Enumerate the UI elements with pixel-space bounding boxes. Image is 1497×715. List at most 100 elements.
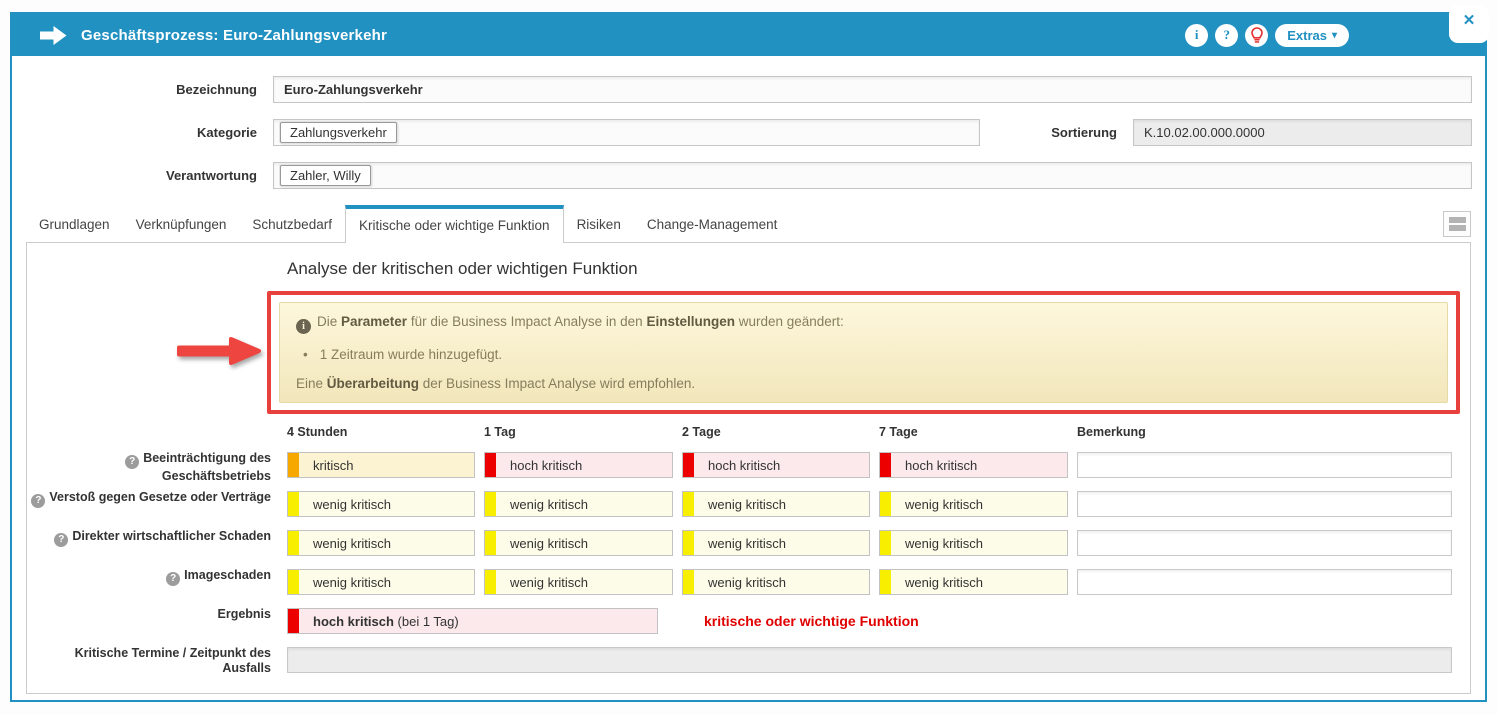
severity-bar	[288, 492, 299, 516]
severity-label: kritisch	[313, 457, 354, 473]
kategorie-label: Kategorie	[197, 125, 257, 140]
severity-label: wenig kritisch	[708, 496, 787, 512]
severity-label: wenig kritisch	[905, 496, 984, 512]
severity-bar	[485, 492, 496, 516]
info-button[interactable]: i	[1185, 23, 1209, 47]
page-title: Geschäftsprozess: Euro-Zahlungsverkehr	[81, 26, 388, 44]
bia-change-notice: i Die Parameter für die Business Impact A…	[279, 302, 1448, 403]
row-label-imageschaden: ? Imageschaden	[27, 568, 287, 595]
sortierung-label: Sortierung	[1051, 125, 1117, 140]
help-icon[interactable]: ?	[31, 493, 46, 508]
bia-cell[interactable]: wenig kritisch	[682, 569, 870, 595]
severity-bar	[880, 492, 891, 516]
severity-label: wenig kritisch	[708, 574, 787, 590]
bia-cell[interactable]: wenig kritisch	[287, 491, 475, 517]
notice-text-bold: Überarbeitung	[326, 376, 420, 391]
row-label-kritische-termine: Kritische Termine / Zeitpunkt des Ausfal…	[74, 646, 271, 675]
tab-schutzbedarf[interactable]: Schutzbedarf	[252, 217, 332, 232]
help-icon[interactable]: ?	[125, 454, 140, 469]
severity-bar	[683, 492, 694, 516]
extras-button[interactable]: Extras ▾	[1275, 23, 1349, 47]
row-label-wirtschaftlich: ? Direkter wirtschaftlicher Schaden	[27, 529, 287, 556]
severity-bar	[485, 453, 496, 477]
tab-grundlagen[interactable]: Grundlagen	[39, 217, 110, 232]
severity-bar	[880, 570, 891, 594]
bia-cell[interactable]: wenig kritisch	[879, 491, 1068, 517]
hint-lightbulb-button[interactable]	[1245, 23, 1269, 47]
severity-bar	[485, 570, 496, 594]
window-titlebar: Geschäftsprozess: Euro-Zahlungsverkehr i…	[12, 5, 1489, 56]
tab-change-management[interactable]: Change-Management	[646, 217, 778, 232]
notice-text: wurden geändert:	[734, 314, 844, 329]
bezeichnung-value: Euro-Zahlungsverkehr	[284, 82, 423, 97]
remark-input-1[interactable]	[1077, 452, 1452, 478]
bia-cell[interactable]: wenig kritisch	[287, 569, 475, 595]
severity-bar	[485, 531, 496, 555]
column-header-2t: 2 Tage	[682, 425, 721, 439]
bia-cell[interactable]: wenig kritisch	[484, 530, 673, 556]
info-icon: i	[296, 319, 311, 334]
remark-input-2[interactable]	[1077, 491, 1452, 517]
remark-input-3[interactable]	[1077, 530, 1452, 556]
bia-cell[interactable]: wenig kritisch	[682, 491, 870, 517]
severity-bar	[288, 531, 299, 555]
bia-table: 4 Stunden 1 Tag 2 Tage 7 Tage Bemerkung …	[27, 423, 1470, 675]
remark-input-4[interactable]	[1077, 569, 1452, 595]
verantwortung-field[interactable]: Zahler, Willy	[273, 162, 1472, 189]
bia-cell[interactable]: wenig kritisch	[287, 530, 475, 556]
sortierung-field[interactable]: K.10.02.00.000.0000	[1133, 119, 1472, 146]
close-button[interactable]: ✕	[1449, 5, 1489, 43]
help-button[interactable]: ?	[1215, 23, 1239, 47]
row-label-text: Beeinträchtigung des Geschäftsbetriebs	[143, 451, 271, 483]
bia-cell[interactable]: hoch kritisch	[682, 452, 870, 478]
bia-cell[interactable]: hoch kritisch	[484, 452, 673, 478]
notice-bullet-text: 1 Zeitraum wurde hinzugefügt.	[319, 347, 503, 362]
corner-spacer	[27, 423, 287, 439]
bia-cell[interactable]: hoch kritisch	[879, 452, 1068, 478]
column-header-4h: 4 Stunden	[287, 425, 348, 439]
bezeichnung-label: Bezeichnung	[176, 82, 257, 97]
bia-cell[interactable]: wenig kritisch	[879, 569, 1068, 595]
bia-cell[interactable]: wenig kritisch	[879, 530, 1068, 556]
help-icon[interactable]: ?	[54, 532, 69, 547]
classification-text: kritische oder wichtige Funktion	[704, 613, 919, 629]
tab-kritische-funktion[interactable]: Kritische oder wichtige Funktion	[344, 205, 564, 243]
annotation-arrow-icon	[174, 334, 264, 373]
bezeichnung-field[interactable]: Euro-Zahlungsverkehr	[273, 76, 1472, 103]
notice-text: Die	[317, 314, 342, 329]
tab-risiken[interactable]: Risiken	[576, 217, 621, 232]
verantwortung-chip[interactable]: Zahler, Willy	[280, 165, 371, 186]
severity-bar	[288, 453, 299, 477]
bia-cell[interactable]: wenig kritisch	[682, 530, 870, 556]
notice-text: Eine	[296, 376, 327, 391]
process-form: Bezeichnung Euro-Zahlungsverkehr Kategor…	[12, 56, 1485, 189]
notice-text-bold: Einstellungen	[646, 314, 735, 329]
layout-toggle-button[interactable]	[1443, 210, 1471, 237]
column-header-7t: 7 Tage	[879, 425, 918, 439]
tab-verknuepfungen[interactable]: Verknüpfungen	[135, 217, 227, 232]
bia-cell[interactable]: wenig kritisch	[484, 569, 673, 595]
form-row-bezeichnung: Bezeichnung Euro-Zahlungsverkehr	[12, 76, 1472, 103]
notice-text: der Business Impact Analyse wird empfohl…	[419, 376, 696, 391]
severity-bar	[288, 570, 299, 594]
bia-cell[interactable]: wenig kritisch	[484, 491, 673, 517]
severity-label: hoch kritisch	[905, 457, 978, 473]
notice-line-3: Eine Überarbeitung der Business Impact A…	[296, 375, 1431, 392]
app-window: Geschäftsprozess: Euro-Zahlungsverkehr i…	[10, 5, 1489, 702]
help-icon[interactable]: ?	[166, 571, 181, 586]
severity-label: wenig kritisch	[313, 535, 392, 551]
kategorie-field[interactable]: Zahlungsverkehr	[273, 119, 980, 146]
severity-bar	[880, 453, 891, 477]
critical-dates-field[interactable]	[287, 647, 1452, 673]
process-arrow-icon	[40, 25, 67, 46]
bia-cell[interactable]: kritisch	[287, 452, 475, 478]
analysis-heading: Analyse der kritischen oder wichtigen Fu…	[287, 259, 638, 278]
notice-bullet-item: • 1 Zeitraum wurde hinzugefügt.	[303, 346, 1431, 363]
row-label-gesetze: ? Verstoß gegen Gesetze oder Verträge	[27, 490, 287, 517]
severity-label: wenig kritisch	[510, 535, 589, 551]
row-label-text: Verstoß gegen Gesetze oder Verträge	[49, 490, 271, 504]
kategorie-chip[interactable]: Zahlungsverkehr	[280, 122, 397, 143]
severity-label: wenig kritisch	[905, 574, 984, 590]
lightbulb-icon	[1250, 26, 1263, 43]
verantwortung-label: Verantwortung	[165, 168, 257, 183]
